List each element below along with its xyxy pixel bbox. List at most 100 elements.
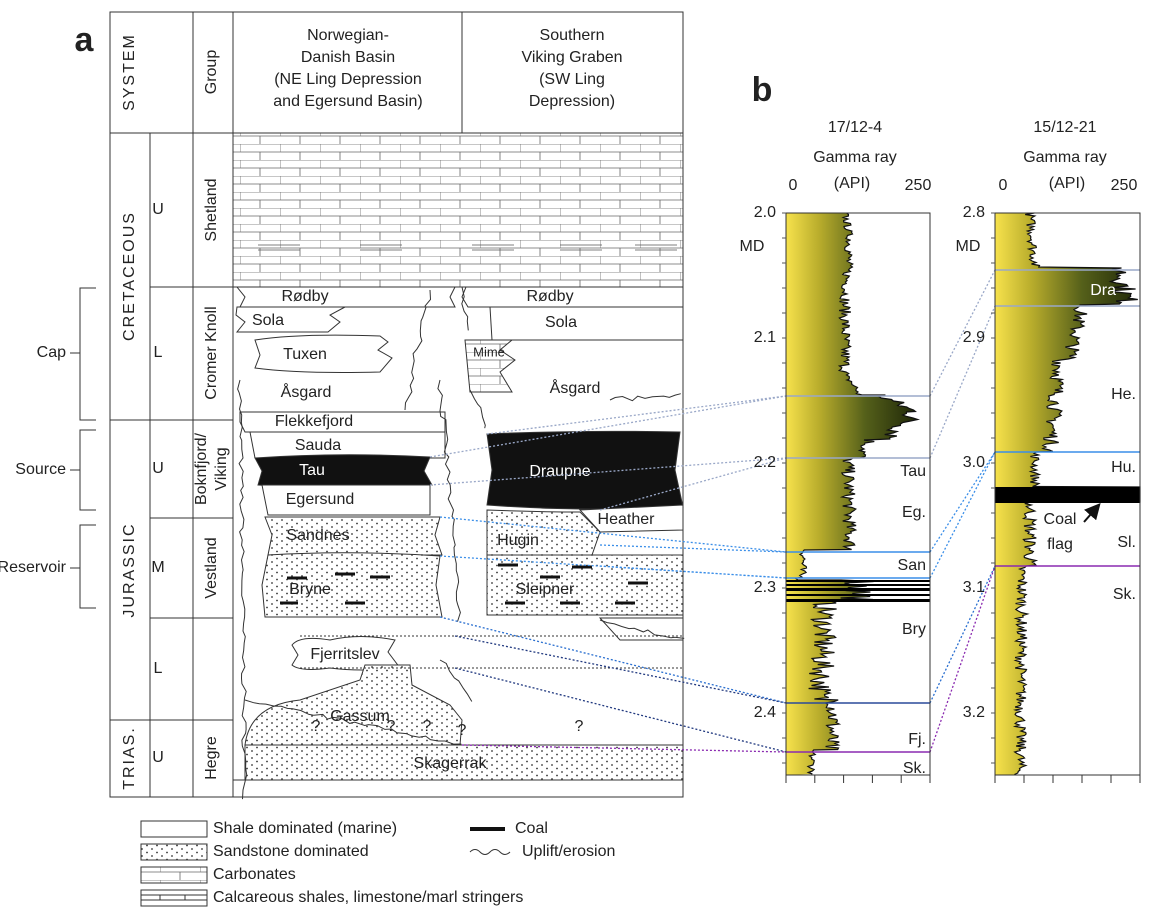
unconformity — [438, 380, 461, 622]
coal-band — [995, 487, 1140, 503]
unit: Tau — [900, 463, 926, 480]
log-name: Gamma ray — [813, 149, 897, 166]
depth: 2.2 — [754, 454, 776, 471]
systems: CRETACEOUS JURASSIC TRIAS. — [121, 211, 138, 790]
question-mark: ? — [575, 718, 584, 735]
basin-header: Depression) — [529, 93, 615, 110]
unit: Sl. — [1117, 534, 1136, 551]
legend-swatch — [141, 867, 207, 883]
formation: Rødby — [281, 288, 328, 305]
formation: Sauda — [295, 437, 341, 454]
formation: Egersund — [286, 491, 355, 508]
formation: Skagerrak — [414, 755, 488, 772]
formation: Fjerritslev — [310, 646, 379, 663]
depth: 2.4 — [754, 704, 776, 721]
coal-band — [786, 584, 930, 586]
formation: Heather — [598, 511, 656, 528]
scale-label: 0 — [999, 177, 1008, 194]
scale-label: 250 — [1111, 177, 1138, 194]
panel-label: b — [752, 71, 773, 109]
group: Hegre — [203, 736, 220, 780]
legend-swatch — [141, 890, 207, 906]
series: U — [152, 749, 164, 766]
question-mark: ? — [312, 718, 321, 735]
panel-b: b 17/12-4 Gamma ray 0 (API) 250 15/12-21… — [740, 71, 1140, 783]
coal-note: Coal — [1044, 511, 1077, 528]
carbonate-unit — [233, 133, 683, 287]
depth: 3.1 — [963, 579, 985, 596]
logs — [782, 213, 1140, 783]
legend-text: Calcareous shales, limestone/marl string… — [213, 889, 523, 906]
group: Shetland — [203, 178, 220, 241]
unit: San — [898, 557, 926, 574]
formation: Sola — [252, 312, 284, 329]
group: Cromer Knoll — [203, 306, 220, 399]
formation: Sandnes — [286, 527, 349, 544]
formation: Tuxen — [283, 346, 327, 363]
coal-band — [786, 599, 930, 602]
depth: 2.8 — [963, 204, 985, 221]
depth: 2.3 — [754, 579, 776, 596]
unconformity — [470, 390, 485, 428]
depth: 2.0 — [754, 204, 776, 221]
unit: Fj. — [908, 731, 926, 748]
question-mark: ? — [387, 718, 396, 735]
interval: Reservoir — [0, 559, 67, 576]
unit: Eg. — [902, 504, 926, 521]
legend-text: Uplift/erosion — [522, 843, 615, 860]
basin-header: Danish Basin — [301, 49, 395, 66]
scale-label: (API) — [834, 175, 870, 192]
legend-swatch — [470, 850, 510, 855]
system: TRIAS. — [121, 726, 138, 790]
depth: 2.1 — [754, 329, 776, 346]
depth-label: MD — [956, 238, 981, 255]
unconformity — [405, 290, 431, 410]
unconformity — [238, 380, 247, 799]
basin-header: Viking Graben — [521, 49, 622, 66]
interval: Cap — [37, 344, 66, 361]
formation: Tau — [299, 462, 325, 479]
basin-header: Norwegian- — [307, 27, 389, 44]
legend-text: Sandstone dominated — [213, 843, 369, 860]
log-name: Gamma ray — [1023, 149, 1107, 166]
legend-swatch — [141, 844, 207, 860]
basin-headers: Norwegian- Danish Basin (NE Ling Depress… — [273, 27, 622, 110]
depth: 3.2 — [963, 704, 985, 721]
series: M — [151, 559, 164, 576]
unconformity — [610, 394, 681, 401]
unconformity — [440, 660, 472, 702]
system: CRETACEOUS — [121, 211, 138, 341]
question-mark: ? — [458, 722, 467, 739]
groups: Shetland Cromer Knoll Boknfjord/ Viking … — [193, 178, 230, 779]
unit: He. — [1111, 386, 1136, 403]
well-name: 15/12-21 — [1033, 119, 1096, 136]
formation: Sola — [545, 314, 577, 331]
legend-swatch — [141, 821, 207, 837]
interval: Source — [15, 461, 66, 478]
coal-band — [786, 588, 930, 591]
system: JURASSIC — [121, 522, 138, 617]
coal-band — [786, 594, 930, 596]
basin-header: Southern — [540, 27, 605, 44]
panel-label: a — [75, 21, 95, 59]
formation: Flekkefjord — [275, 413, 353, 430]
basin-header: (SW Ling — [539, 71, 605, 88]
coal-note: flag — [1047, 536, 1073, 553]
legend: Shale dominated (marine) Sandstone domin… — [141, 820, 615, 906]
interval-brackets — [70, 288, 96, 608]
scale-label: (API) — [1049, 175, 1085, 192]
series: U — [152, 460, 164, 477]
unit: Sk. — [903, 760, 926, 777]
formation: Hugin — [497, 532, 539, 549]
legend-text: Carbonates — [213, 866, 296, 883]
group: Vestland — [203, 537, 220, 598]
header-group: Group — [203, 50, 220, 95]
formation: Sleipner — [516, 581, 575, 598]
basin-header: (NE Ling Depression — [274, 71, 422, 88]
unit: Bry — [902, 621, 926, 638]
intervals: Cap Source Reservoir — [0, 344, 67, 576]
scale-label: 0 — [789, 177, 798, 194]
legend-text: Shale dominated (marine) — [213, 820, 397, 837]
question-mark: ? — [423, 718, 432, 735]
scale-label: 250 — [905, 177, 932, 194]
